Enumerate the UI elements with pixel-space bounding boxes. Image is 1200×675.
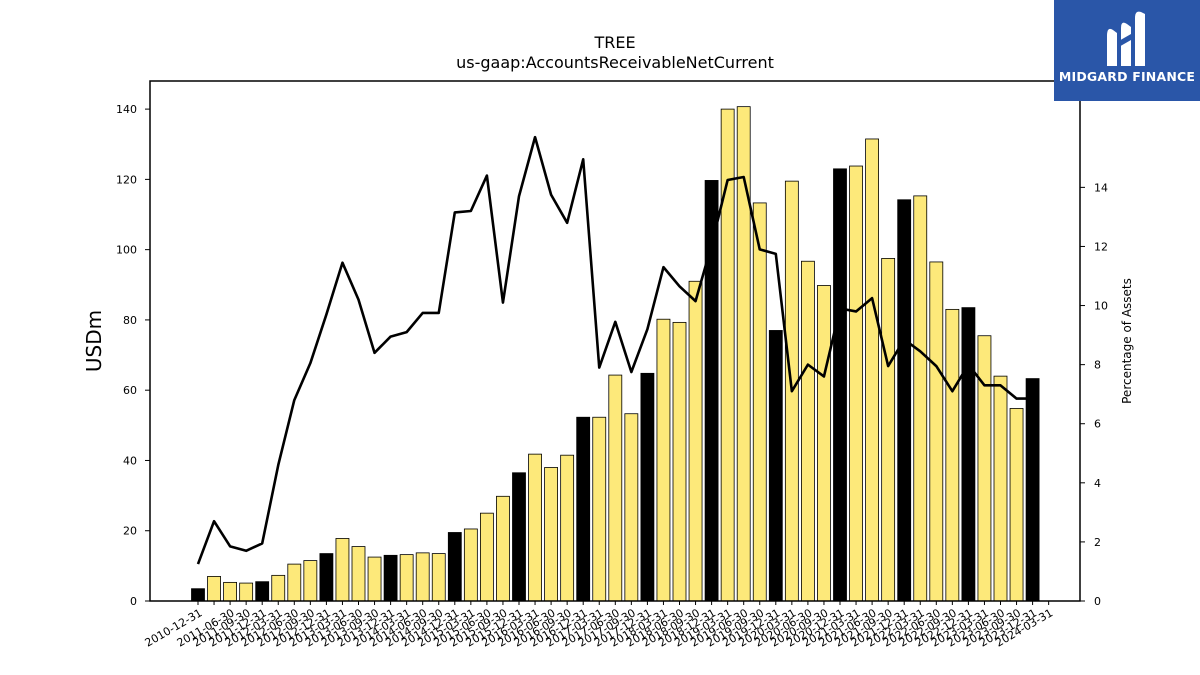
bar-2017-12-31 bbox=[640, 372, 655, 602]
bar-2017-06-30 bbox=[608, 374, 623, 602]
bar-2022-06-30 bbox=[929, 261, 944, 602]
y-axis-left-label: USDm bbox=[82, 310, 106, 372]
x-axis: 2010-12-312011-06-302011-09-302011-12-31… bbox=[143, 601, 1055, 650]
bar-2010-12-31 bbox=[191, 588, 205, 602]
y-axis-right-label: Percentage of Assets bbox=[1120, 278, 1134, 404]
bar-2023-12-31 bbox=[1025, 378, 1040, 602]
bar-2021-09-30 bbox=[881, 258, 896, 602]
y-right-tick-label: 8 bbox=[1094, 359, 1101, 372]
bar-2016-03-31 bbox=[528, 453, 542, 602]
bar-2021-06-30 bbox=[865, 138, 879, 602]
bar-2011-09-30 bbox=[239, 582, 254, 602]
y-left-tick-label: 140 bbox=[116, 103, 137, 116]
y-right-tick-label: 4 bbox=[1094, 477, 1101, 490]
bars-layer bbox=[191, 106, 1040, 602]
bar-2022-09-30 bbox=[945, 308, 960, 602]
bar-2013-06-30 bbox=[351, 546, 366, 602]
bar-2022-12-31 bbox=[961, 307, 976, 602]
bar-2023-06-30 bbox=[993, 375, 1008, 602]
bar-2019-09-30 bbox=[752, 202, 767, 602]
bar-2016-09-30 bbox=[560, 454, 575, 602]
bar-2014-03-31 bbox=[399, 554, 414, 602]
y-left-tick-label: 120 bbox=[116, 173, 137, 186]
brand-logo-text: MIDGARD FINANCE bbox=[1058, 69, 1196, 84]
y-right-tick-label: 0 bbox=[1094, 595, 1101, 608]
bar-2023-09-30 bbox=[1009, 408, 1024, 602]
bar-2013-09-30 bbox=[367, 556, 382, 602]
bar-2017-03-31 bbox=[592, 416, 607, 602]
y-left-tick-label: 100 bbox=[116, 244, 137, 257]
y-left-tick-label: 80 bbox=[123, 314, 137, 327]
bar-2020-09-30 bbox=[817, 285, 831, 602]
bar-2011-06-30 bbox=[223, 581, 238, 602]
bar-2021-12-31 bbox=[897, 199, 912, 602]
y-left-tick-label: 60 bbox=[123, 384, 137, 397]
y-axis-left: 0 20 40 60 80 100 120 140 bbox=[116, 103, 150, 608]
bar-2023-03-31 bbox=[977, 335, 992, 602]
bar-2018-03-31 bbox=[656, 318, 671, 602]
chart-subtitle: us-gaap:AccountsReceivableNetCurrent bbox=[456, 53, 774, 72]
percentage-of-assets-line bbox=[196, 135, 1033, 565]
bar-2020-12-31 bbox=[833, 168, 847, 602]
chart-title: TREE bbox=[593, 33, 635, 52]
bar-2021-03-31 bbox=[849, 165, 863, 602]
line-layer bbox=[196, 135, 1033, 565]
bar-2016-12-31 bbox=[576, 416, 591, 602]
y-right-tick-label: 14 bbox=[1094, 181, 1108, 194]
y-left-tick-label: 20 bbox=[123, 525, 137, 538]
bar-2014-12-31 bbox=[447, 532, 462, 602]
y-left-tick-label: 40 bbox=[123, 454, 137, 467]
y-right-tick-label: 6 bbox=[1094, 418, 1101, 431]
bar-2015-09-30 bbox=[496, 495, 510, 602]
bar-2012-03-31 bbox=[271, 574, 286, 602]
y-right-tick-label: 2 bbox=[1094, 536, 1101, 549]
y-axis-right: 0 2 4 6 8 10 12 14 bbox=[1080, 181, 1108, 608]
bar-2020-06-30 bbox=[801, 260, 815, 602]
bar-2015-06-30 bbox=[479, 512, 494, 602]
y-right-tick-label: 10 bbox=[1094, 300, 1108, 313]
bar-2013-03-31 bbox=[335, 538, 350, 602]
bar-2011-12-31 bbox=[255, 581, 270, 602]
bar-2018-09-30 bbox=[688, 280, 703, 602]
bar-2011-03-31 bbox=[207, 576, 221, 602]
bar-2022-03-31 bbox=[913, 195, 928, 602]
bar-2013-12-31 bbox=[383, 554, 398, 602]
bar-2014-09-30 bbox=[431, 553, 446, 602]
bar-2019-12-31 bbox=[768, 330, 783, 602]
logo-mark-icon bbox=[1107, 11, 1145, 67]
bar-2015-03-31 bbox=[463, 528, 478, 602]
bar-2014-06-30 bbox=[415, 552, 430, 602]
bar-2012-06-30 bbox=[287, 563, 302, 602]
bar-2017-09-30 bbox=[624, 413, 639, 602]
bar-2018-06-30 bbox=[672, 321, 687, 602]
bar-2012-09-30 bbox=[303, 560, 318, 602]
bar-2012-12-31 bbox=[319, 553, 334, 602]
bar-2015-12-31 bbox=[512, 472, 526, 602]
y-right-tick-label: 12 bbox=[1094, 240, 1108, 253]
brand-logo: MIDGARD FINANCE bbox=[1054, 0, 1200, 101]
bar-2016-06-30 bbox=[544, 467, 558, 602]
y-left-tick-label: 0 bbox=[130, 595, 137, 608]
